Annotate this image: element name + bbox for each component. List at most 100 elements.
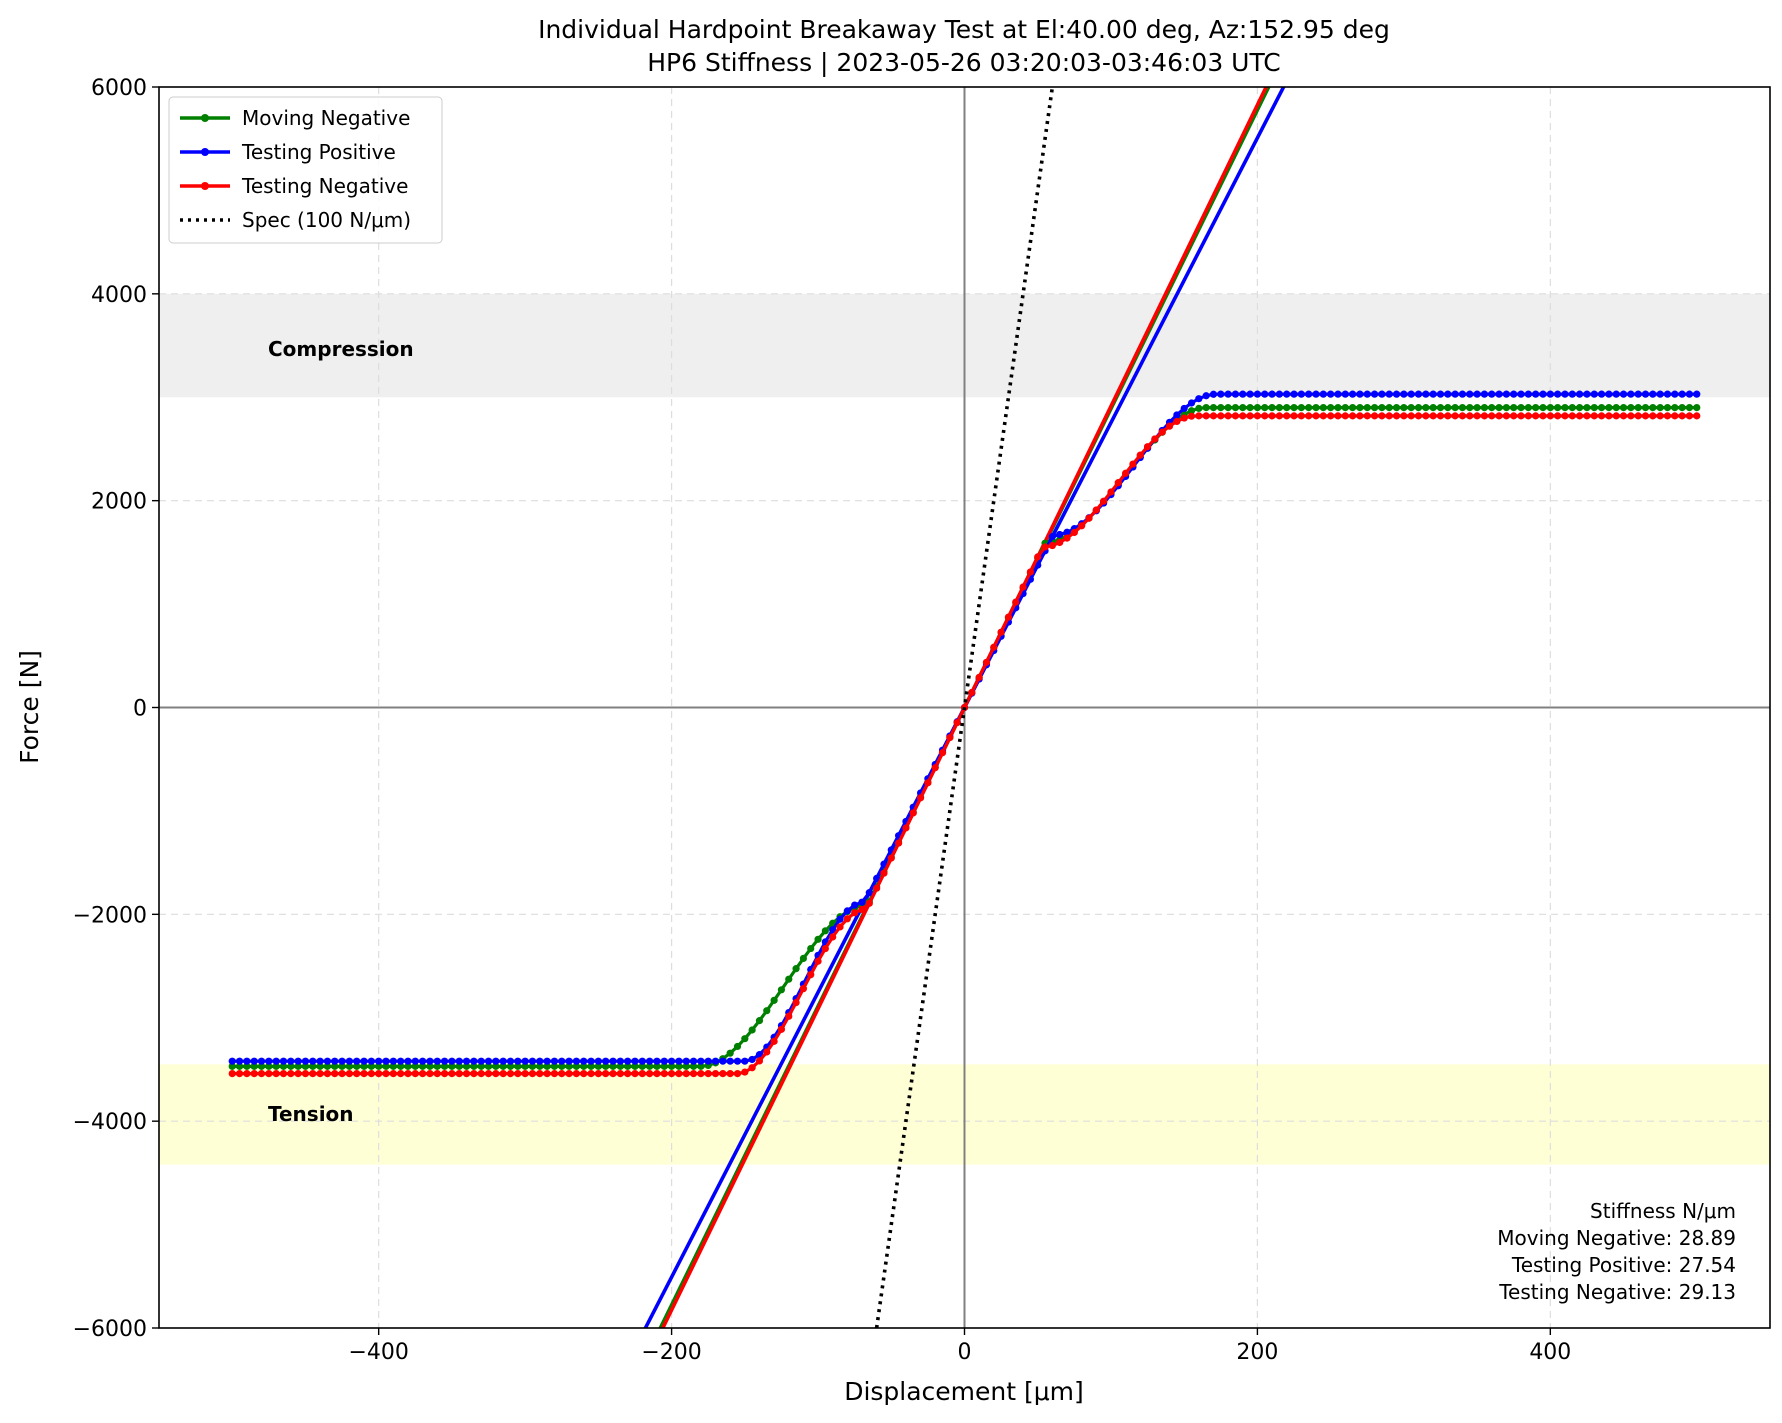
data-point [777,986,786,994]
data-point [1422,390,1430,398]
data-point [682,1062,690,1070]
data-point [1458,403,1467,412]
data-point [616,1057,624,1065]
data-point [1554,390,1562,398]
data-point [1422,412,1430,420]
data-point [1524,390,1532,398]
data-point [631,1062,639,1070]
data-point [1407,412,1415,420]
legend-items: Moving Negative Testing Positive Testing N… [180,106,411,232]
data-point [228,1069,236,1078]
data-point [353,1062,361,1070]
data-point [1239,412,1247,420]
data-point [704,1057,712,1065]
data-point [624,1069,632,1078]
data-point [1414,412,1423,420]
data-point [338,1069,346,1078]
y-tick-label: 0 [133,697,147,722]
legend-item: Testing Positive [180,140,396,164]
data-point [638,1062,646,1070]
data-point [1458,390,1467,398]
data-point [404,1062,412,1070]
data-point [287,1069,295,1078]
data-point [953,718,961,727]
data-point [1224,403,1232,412]
data-point [1297,403,1305,412]
data-point [1524,412,1532,420]
data-point [1400,412,1408,420]
data-point [982,658,991,666]
data-point [411,1062,419,1070]
data-point [741,1068,749,1076]
data-point [1693,412,1701,420]
stiffness-stats: Stiffness N/μm Moving Negative: 28.89 Te… [1497,1199,1736,1304]
data-point [682,1057,690,1065]
data-point [521,1069,529,1078]
data-point [763,1007,771,1015]
data-point [1019,583,1027,591]
data-point [470,1062,478,1070]
data-point [609,1057,617,1065]
data-point [1063,534,1071,542]
data-point [1517,403,1525,412]
data-point [521,1062,529,1070]
data-point [1488,403,1496,412]
data-point [1356,390,1364,398]
data-point [726,1057,734,1065]
data-point [865,889,873,897]
data-point [499,1057,507,1065]
data-point [316,1062,324,1070]
data-point [506,1062,515,1070]
data-point [1458,412,1467,420]
data-point [909,809,917,817]
data-point [1195,404,1203,413]
data-point [1466,403,1474,412]
data-point [667,1069,676,1078]
data-point [1349,403,1357,412]
data-point [375,1062,383,1070]
data-point [1436,412,1445,420]
legend-marker [201,182,209,190]
data-point [726,1049,734,1057]
data-point [1173,411,1181,419]
data-point [331,1062,339,1070]
data-point [1363,403,1371,412]
data-point [397,1062,405,1070]
data-point [484,1069,493,1078]
data-point [594,1069,602,1078]
spec-line [874,87,1055,1328]
data-point [514,1057,522,1065]
data-point [1576,403,1584,412]
data-point [741,1057,749,1065]
data-point [375,1069,383,1078]
data-point [873,884,881,892]
data-point [843,915,851,923]
data-point [1312,390,1320,398]
data-point [675,1062,683,1070]
data-point [1480,403,1489,412]
data-point [1488,390,1496,398]
data-point [572,1069,580,1078]
data-point [235,1057,244,1065]
data-point [1268,403,1276,412]
data-point [1480,390,1489,398]
data-point [367,1062,375,1070]
data-point [638,1069,646,1078]
data-point [631,1069,639,1078]
data-point [543,1062,551,1070]
data-point [1261,403,1269,412]
data-point [1568,390,1576,398]
data-point [1070,528,1078,537]
data-point [462,1057,471,1065]
data-point [1261,412,1269,420]
data-point [931,764,939,772]
data-point [829,933,837,941]
data-point [1305,390,1313,398]
data-point [301,1069,310,1078]
data-point [1436,403,1445,412]
data-point [1209,412,1218,420]
data-point [894,839,903,847]
data-point [331,1069,339,1078]
data-point [1356,412,1364,420]
data-point [1217,412,1225,420]
